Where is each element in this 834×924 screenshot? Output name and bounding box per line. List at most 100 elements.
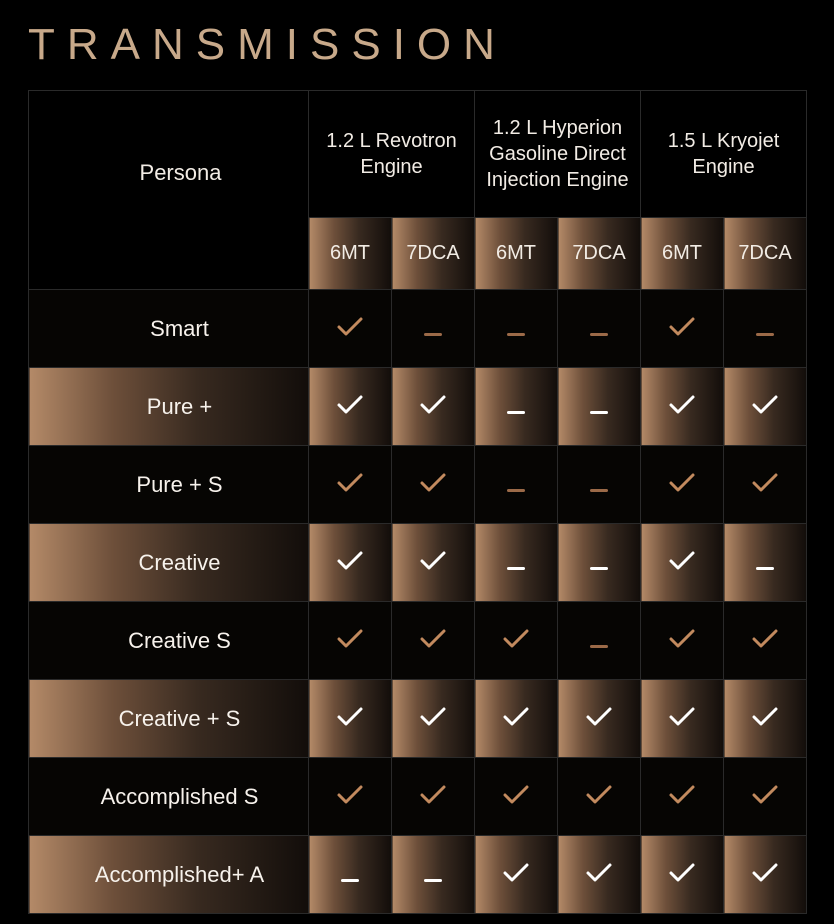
check-icon [502, 863, 530, 888]
availability-cell [392, 758, 475, 836]
check-icon [668, 863, 696, 888]
check-icon [419, 785, 447, 810]
availability-cell [641, 836, 724, 914]
check-icon [751, 473, 779, 498]
check-icon [419, 473, 447, 498]
table-body: SmartPure +Pure + SCreativeCreative SCre… [29, 290, 807, 914]
availability-cell [475, 446, 558, 524]
persona-cell: Pure + [29, 368, 309, 446]
availability-cell [558, 836, 641, 914]
dash-icon [507, 333, 525, 336]
check-icon [668, 785, 696, 810]
dash-icon [424, 333, 442, 336]
table-row: Creative [29, 524, 807, 602]
check-icon [336, 317, 364, 342]
check-icon [502, 629, 530, 654]
availability-cell [558, 446, 641, 524]
persona-cell: Creative S [29, 602, 309, 680]
check-icon [336, 473, 364, 498]
availability-cell [392, 290, 475, 368]
availability-cell [641, 602, 724, 680]
availability-cell [558, 368, 641, 446]
persona-cell: Smart [29, 290, 309, 368]
availability-cell [392, 602, 475, 680]
check-icon [585, 863, 613, 888]
availability-cell [475, 524, 558, 602]
check-icon [585, 707, 613, 732]
dash-icon [341, 879, 359, 882]
check-icon [751, 707, 779, 732]
availability-cell [392, 836, 475, 914]
availability-cell [724, 602, 807, 680]
check-icon [668, 629, 696, 654]
availability-cell [641, 368, 724, 446]
trans-type-header: 7DCA [392, 218, 475, 290]
persona-cell: Creative [29, 524, 309, 602]
check-icon [336, 707, 364, 732]
trans-type-header: 6MT [641, 218, 724, 290]
engine-header-row: Persona 1.2 L Revotron Engine 1.2 L Hype… [29, 91, 807, 218]
availability-cell [724, 680, 807, 758]
availability-cell [724, 446, 807, 524]
table-row: Pure + [29, 368, 807, 446]
availability-cell [309, 524, 392, 602]
availability-cell [558, 680, 641, 758]
table-header: Persona 1.2 L Revotron Engine 1.2 L Hype… [29, 91, 807, 290]
availability-cell [641, 758, 724, 836]
check-icon [751, 863, 779, 888]
availability-cell [309, 680, 392, 758]
dash-icon [507, 411, 525, 414]
availability-cell [475, 368, 558, 446]
availability-cell [724, 836, 807, 914]
check-icon [336, 629, 364, 654]
trans-type-header: 6MT [309, 218, 392, 290]
check-icon [751, 395, 779, 420]
persona-cell: Accomplished S [29, 758, 309, 836]
availability-cell [724, 290, 807, 368]
dash-icon [507, 567, 525, 570]
engine-header: 1.2 L Revotron Engine [309, 91, 475, 218]
persona-cell: Accomplished+ A [29, 836, 309, 914]
check-icon [419, 707, 447, 732]
page-title: TRANSMISSION [28, 20, 806, 70]
availability-cell [309, 758, 392, 836]
engine-header: 1.5 L Kryojet Engine [641, 91, 807, 218]
dash-icon [590, 645, 608, 648]
check-icon [336, 785, 364, 810]
check-icon [502, 785, 530, 810]
dash-icon [424, 879, 442, 882]
table-row: Creative S [29, 602, 807, 680]
table-row: Accomplished S [29, 758, 807, 836]
dash-icon [590, 411, 608, 414]
check-icon [668, 395, 696, 420]
check-icon [419, 551, 447, 576]
availability-cell [724, 368, 807, 446]
persona-column-header: Persona [29, 91, 309, 290]
check-icon [585, 785, 613, 810]
availability-cell [558, 758, 641, 836]
availability-cell [392, 524, 475, 602]
availability-cell [392, 446, 475, 524]
dash-icon [590, 567, 608, 570]
check-icon [419, 629, 447, 654]
check-icon [336, 395, 364, 420]
check-icon [336, 551, 364, 576]
availability-cell [558, 524, 641, 602]
persona-cell: Pure + S [29, 446, 309, 524]
availability-cell [558, 602, 641, 680]
dash-icon [756, 333, 774, 336]
dash-icon [590, 489, 608, 492]
availability-cell [475, 758, 558, 836]
availability-cell [475, 290, 558, 368]
availability-cell [724, 758, 807, 836]
table-row: Creative + S [29, 680, 807, 758]
check-icon [668, 317, 696, 342]
check-icon [419, 395, 447, 420]
availability-cell [641, 524, 724, 602]
table-row: Pure + S [29, 446, 807, 524]
persona-cell: Creative + S [29, 680, 309, 758]
availability-cell [392, 368, 475, 446]
availability-cell [392, 680, 475, 758]
availability-cell [641, 680, 724, 758]
availability-cell [558, 290, 641, 368]
